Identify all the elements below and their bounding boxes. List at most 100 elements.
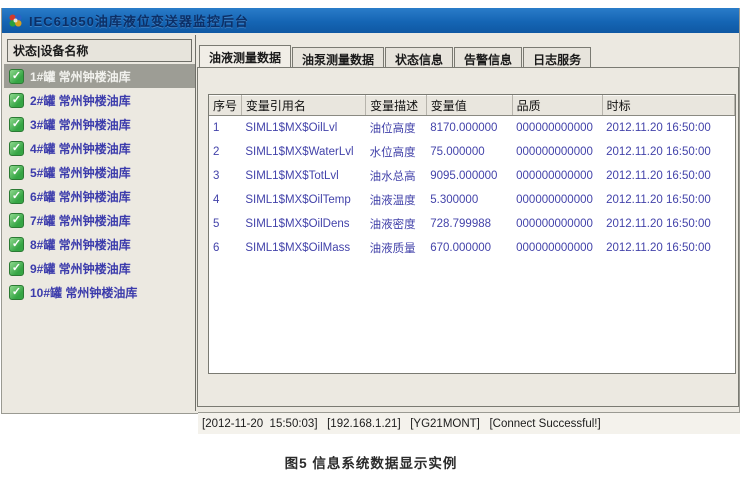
green-check-icon: ✓ [9, 164, 24, 180]
table-body: 1 SIML1$MX$OilLvl 油位高度 8170.000000 000000000… [209, 115, 735, 260]
window-title: IEC61850油库液位变送器监控后台 [29, 14, 249, 29]
table-cell: SIML1$MX$OilDens [241, 211, 366, 236]
column-header[interactable]: 序号 [209, 95, 242, 116]
tab-oil-measure-data[interactable]: 油液测量数据 [199, 45, 292, 67]
green-check-icon: ✓ [9, 284, 24, 300]
sidebar-header-label: 状态|设备名称 [13, 44, 89, 58]
table-row[interactable]: 6 SIML1$MX$OilMass 油液质量 670.000000 000000000… [209, 235, 735, 260]
tank-label: 9#罐 常州钟楼油库 [30, 261, 131, 276]
tank-label: 10#罐 常州钟楼油库 [30, 285, 138, 300]
table-cell: SIML1$MX$WaterLvl [241, 139, 366, 164]
green-check-icon: ✓ [9, 68, 24, 84]
table-cell: SIML1$MX$TotLvl [241, 163, 366, 188]
column-header[interactable]: 时标 [602, 95, 735, 116]
table-cell: 3 [209, 163, 242, 188]
table-cell: 油液质量 [365, 235, 427, 260]
sidebar-item-tank-5[interactable]: ✓ 5#罐 常州钟楼油库 [4, 160, 195, 184]
table-cell: 2012.11.20 16:50:00 [602, 187, 735, 212]
table-cell: 油水总高 [365, 163, 427, 188]
table-cell: 9095.000000 [426, 163, 513, 188]
table-cell: 000000000000 [512, 163, 603, 188]
table-cell: SIML1$MX$OilLvl [241, 115, 366, 140]
sidebar-item-tank-10[interactable]: ✓ 10#罐 常州钟楼油库 [4, 280, 195, 304]
table-cell: 5 [209, 211, 242, 236]
device-sidebar: 状态|设备名称 ✓ 1#罐 常州钟楼油库 ✓ 2#罐 常州钟楼油库 ✓ 3#罐 常州钟楼油… [4, 35, 196, 411]
tank-label: 8#罐 常州钟楼油库 [30, 237, 131, 252]
titlebar[interactable]: IEC61850油库液位变送器监控后台 [2, 8, 739, 33]
table-row[interactable]: 5 SIML1$MX$OilDens 油液密度 728.799988 000000000… [209, 211, 735, 236]
table-row[interactable]: 1 SIML1$MX$OilLvl 油位高度 8170.000000 000000000… [209, 115, 735, 140]
tank-label: 6#罐 常州钟楼油库 [30, 189, 131, 204]
table-cell: 8170.000000 [426, 115, 513, 140]
table-cell: 1 [209, 115, 242, 140]
table-cell: 000000000000 [512, 115, 603, 140]
sidebar-item-tank-7[interactable]: ✓ 7#罐 常州钟楼油库 [4, 208, 195, 232]
table-cell: 水位高度 [365, 139, 427, 164]
tank-list: ✓ 1#罐 常州钟楼油库 ✓ 2#罐 常州钟楼油库 ✓ 3#罐 常州钟楼油库 ✓ 4#罐 常州… [4, 64, 195, 304]
tank-label: 5#罐 常州钟楼油库 [30, 165, 131, 180]
table-cell: 728.799988 [426, 211, 513, 236]
measurement-table: 序号 变量引用名 变量描述 变量值 品质 时标 1 SIML1$MX$OilLvl 油位高度 8… [208, 94, 736, 374]
table-cell: 2012.11.20 16:50:00 [602, 139, 735, 164]
app-window: IEC61850油库液位变送器监控后台 状态|设备名称 ✓ 1#罐 常州钟楼油库 ✓… [1, 8, 741, 434]
table-cell: SIML1$MX$OilMass [241, 235, 366, 260]
table-cell: SIML1$MX$OilTemp [241, 187, 366, 212]
green-check-icon: ✓ [9, 260, 24, 276]
table-cell: 2 [209, 139, 242, 164]
table-cell: 75.000000 [426, 139, 513, 164]
table-cell: 5.300000 [426, 187, 513, 212]
green-check-icon: ✓ [9, 188, 24, 204]
sidebar-item-tank-9[interactable]: ✓ 9#罐 常州钟楼油库 [4, 256, 195, 280]
table-cell: 2012.11.20 16:50:00 [602, 235, 735, 260]
tab-alarm-info[interactable]: 告警信息 [454, 47, 523, 67]
table-cell: 6 [209, 235, 242, 260]
green-check-icon: ✓ [9, 212, 24, 228]
sidebar-item-tank-1[interactable]: ✓ 1#罐 常州钟楼油库 [4, 64, 195, 88]
sidebar-item-tank-4[interactable]: ✓ 4#罐 常州钟楼油库 [4, 136, 195, 160]
table-cell: 2012.11.20 16:50:00 [602, 211, 735, 236]
table-cell: 油液密度 [365, 211, 427, 236]
table-cell: 2012.11.20 16:50:00 [602, 163, 735, 188]
table-cell: 000000000000 [512, 235, 603, 260]
column-header[interactable]: 变量值 [426, 95, 513, 116]
table-row[interactable]: 2 SIML1$MX$WaterLvl 水位高度 75.000000 000000000… [209, 139, 735, 164]
table-row[interactable]: 4 SIML1$MX$OilTemp 油液温度 5.300000 00000000000… [209, 187, 735, 212]
tank-label: 2#罐 常州钟楼油库 [30, 93, 131, 108]
table-cell: 000000000000 [512, 211, 603, 236]
tank-label: 3#罐 常州钟楼油库 [30, 117, 131, 132]
tab-page-oil-measure: 序号 变量引用名 变量描述 变量值 品质 时标 1 SIML1$MX$OilLvl 油位高度 8… [197, 67, 740, 434]
tank-label: 4#罐 常州钟楼油库 [30, 141, 131, 156]
column-header[interactable]: 品质 [512, 95, 603, 116]
tab-log-service[interactable]: 日志服务 [523, 47, 592, 67]
tab-status-info[interactable]: 状态信息 [385, 47, 454, 67]
figure-caption: 图5 信息系统数据显示实例 [284, 456, 458, 471]
sidebar-item-tank-3[interactable]: ✓ 3#罐 常州钟楼油库 [4, 112, 195, 136]
table-cell: 4 [209, 187, 242, 212]
sidebar-header: 状态|设备名称 [7, 39, 192, 62]
table-cell: 油位高度 [365, 115, 427, 140]
status-bar: [2012-11-20 15:50:03] [192.168.1.21] [YG… [198, 412, 740, 434]
sidebar-item-tank-6[interactable]: ✓ 6#罐 常州钟楼油库 [4, 184, 195, 208]
connection-status-text: [2012-11-20 15:50:03] [192.168.1.21] [YG… [202, 417, 601, 430]
green-check-icon: ✓ [9, 116, 24, 132]
tab-pump-measure-data[interactable]: 油泵测量数据 [292, 47, 385, 67]
green-check-icon: ✓ [9, 92, 24, 108]
table-header-row: 序号 变量引用名 变量描述 变量值 品质 时标 [209, 95, 735, 116]
table-cell: 油液温度 [365, 187, 427, 212]
main-panel: 油液测量数据 油泵测量数据 状态信息 告警信息 日志服务 序号 变量引用名 变量描述 变量值品… [197, 35, 741, 434]
table-cell: 670.000000 [426, 235, 513, 260]
sidebar-item-tank-2[interactable]: ✓ 2#罐 常州钟楼油库 [4, 88, 195, 112]
column-header[interactable]: 变量引用名 [241, 95, 367, 116]
table-row[interactable]: 3 SIML1$MX$TotLvl 油水总高 9095.000000 000000000… [209, 163, 735, 188]
tab-bar: 油液测量数据 油泵测量数据 状态信息 告警信息 日志服务 [199, 45, 592, 67]
table-cell: 000000000000 [512, 187, 603, 212]
green-check-icon: ✓ [9, 140, 24, 156]
table-cell: 2012.11.20 16:50:00 [602, 115, 735, 140]
tank-label: 1#罐 常州钟楼油库 [30, 69, 131, 84]
green-check-icon: ✓ [9, 236, 24, 252]
tank-label: 7#罐 常州钟楼油库 [30, 213, 131, 228]
pinwheel-app-icon [9, 14, 22, 27]
column-header[interactable]: 变量描述 [365, 95, 427, 116]
sidebar-item-tank-8[interactable]: ✓ 8#罐 常州钟楼油库 [4, 232, 195, 256]
